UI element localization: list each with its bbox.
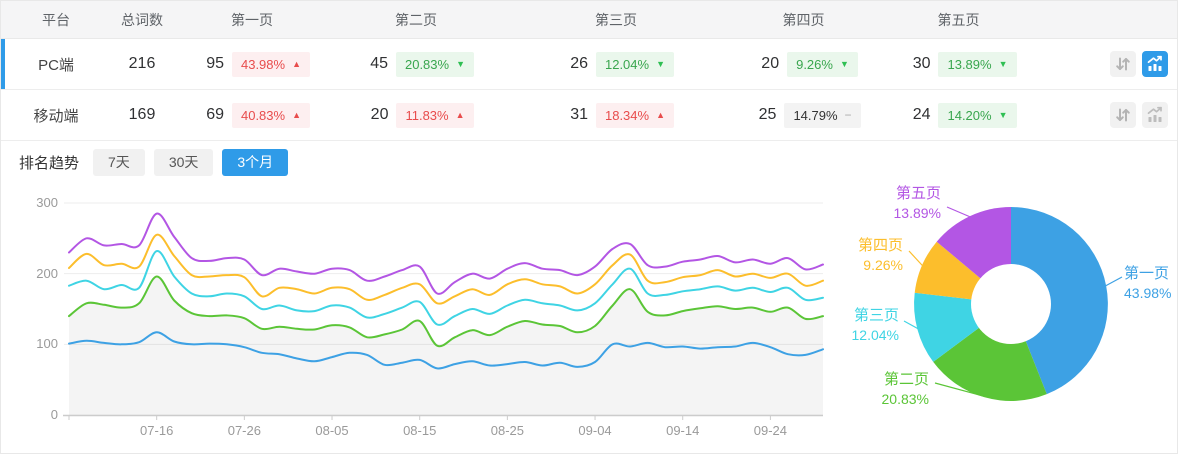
page-5-cell: 24 14.20% ▼ xyxy=(876,102,1041,128)
page-1-cell: 69 40.83% ▲ xyxy=(173,102,331,128)
platform-label: 移动端 xyxy=(33,107,79,125)
x-axis-tick: 08-25 xyxy=(490,423,524,438)
sort-updown-icon xyxy=(1116,57,1130,71)
tab-30-days[interactable]: 30天 xyxy=(153,148,214,176)
page-2-cell: 45 20.83% ▼ xyxy=(331,51,501,77)
change-badge: 20.83% ▼ xyxy=(395,51,474,77)
y-axis-tick: 100 xyxy=(36,336,58,352)
trend-up-icon: ▲ xyxy=(292,109,301,120)
page-4-cell: 20 9.26% ▼ xyxy=(731,51,876,77)
change-badge: 14.79% − xyxy=(784,102,861,128)
trend-line-chart: 爱站网 010020030007-1607-2608-0508-1508-250… xyxy=(1,183,841,453)
change-badge: 40.83% ▲ xyxy=(231,102,310,128)
page-5-cell: 30 13.89% ▼ xyxy=(876,51,1041,77)
x-axis-tick: 09-14 xyxy=(666,423,700,438)
page-4-cell: 25 14.79% − xyxy=(731,102,876,128)
change-badge: 12.04% ▼ xyxy=(595,51,674,77)
trend-down-icon: ▼ xyxy=(656,58,665,69)
pie-slice-第一页[interactable] xyxy=(1011,207,1108,395)
trend-chart-button[interactable] xyxy=(1142,51,1168,77)
trend-down-icon: ▼ xyxy=(998,58,1008,69)
header-total-words: 总词数 xyxy=(121,11,163,28)
x-axis-tick: 07-16 xyxy=(140,423,174,438)
header-page-4: 第四页 xyxy=(782,11,825,28)
trend-up-icon: ▲ xyxy=(455,109,465,120)
change-badge: 43.98% ▲ xyxy=(231,51,310,77)
change-badge: 13.89% ▼ xyxy=(938,51,1017,77)
total-words-value: 216 xyxy=(128,55,156,72)
header-platform: 平台 xyxy=(42,11,70,28)
row-actions xyxy=(1041,51,1177,77)
change-badge: 9.26% ▼ xyxy=(787,51,858,77)
pie-chart-canvas xyxy=(903,206,1123,401)
row-actions xyxy=(1041,102,1177,128)
x-axis-tick: 07-26 xyxy=(227,423,261,438)
x-axis-tick: 08-05 xyxy=(315,423,349,438)
page-3-cell: 31 18.34% ▲ xyxy=(501,102,731,128)
change-badge: 18.34% ▲ xyxy=(595,102,674,128)
sort-updown-icon xyxy=(1116,108,1130,122)
tab-3-months[interactable]: 3个月 xyxy=(222,148,289,176)
pie-label-第四页: 第四页 9.26% xyxy=(857,237,903,273)
table-row[interactable]: 移动端 169 69 40.83% ▲ 20 11.83% ▲ 31 18.34% ▲ 25 14.79… xyxy=(1,90,1177,141)
trend-title: 排名趋势 xyxy=(19,154,80,172)
change-badge: 11.83% ▲ xyxy=(396,102,474,128)
trend-down-icon: ▼ xyxy=(998,109,1008,120)
trend-down-icon: ▼ xyxy=(456,58,465,69)
header-page-5: 第五页 xyxy=(937,11,980,28)
total-words-value: 169 xyxy=(128,106,156,123)
header-page-3: 第三页 xyxy=(595,11,637,28)
active-row-indicator xyxy=(1,39,5,89)
platform-label: PC端 xyxy=(38,56,74,74)
trend-flat-icon: − xyxy=(844,108,852,122)
page-count: 95 xyxy=(206,55,224,72)
header-page-1: 第一页 xyxy=(231,11,273,28)
page-count: 24 xyxy=(912,106,931,123)
trend-down-icon: ▼ xyxy=(839,58,849,69)
page-2-cell: 20 11.83% ▲ xyxy=(331,102,501,128)
tab-7-days[interactable]: 7天 xyxy=(93,148,145,176)
trend-up-icon: ▲ xyxy=(656,109,665,120)
page-3-cell: 26 12.04% ▼ xyxy=(501,51,731,77)
page-count: 25 xyxy=(758,106,777,123)
sort-updown-button[interactable] xyxy=(1110,51,1136,77)
trend-chart-icon xyxy=(1147,55,1162,71)
pie-label-第三页: 第三页 12.04% xyxy=(851,307,899,343)
page-count: 20 xyxy=(370,106,389,123)
trend-series-第一至三页 xyxy=(68,250,824,326)
trend-chart-icon xyxy=(1147,106,1162,122)
trend-series-第一至二页 xyxy=(68,275,824,348)
page-count: 30 xyxy=(912,55,931,72)
page-count: 45 xyxy=(370,55,388,72)
page-distribution-pie: 第一页 43.98% 第二页 20.83% 第三页 12.04% 第四页 9.26% 第五页 13… xyxy=(841,171,1177,451)
trend-up-icon: ▲ xyxy=(292,58,301,69)
rank-table-header: 平台 总词数 第一页 第二页 第三页 第四页 第五页 xyxy=(1,1,1177,39)
page-count: 20 xyxy=(761,55,780,72)
pie-label-第一页: 第一页 43.98% xyxy=(1124,265,1172,301)
page-count: 26 xyxy=(570,55,588,72)
trend-toolbar: 排名趋势 7天 30天 3个月 xyxy=(1,141,1177,183)
header-page-2: 第二页 xyxy=(395,11,437,28)
pie-label-第二页: 第二页 20.83% xyxy=(881,371,929,407)
page-1-cell: 95 43.98% ▲ xyxy=(173,51,331,77)
sort-updown-button[interactable] xyxy=(1110,102,1136,128)
pie-label-第五页: 第五页 13.89% xyxy=(893,185,941,221)
y-axis-tick: 300 xyxy=(36,195,58,210)
change-badge: 14.20% ▼ xyxy=(938,102,1017,128)
trend-series-第一页 xyxy=(68,331,824,370)
trend-series-第一至四页 xyxy=(68,233,824,305)
page-count: 31 xyxy=(570,106,588,123)
y-axis-tick: 200 xyxy=(36,265,58,281)
x-axis-tick: 09-24 xyxy=(753,423,788,438)
trend-chart-button[interactable] xyxy=(1142,102,1168,128)
page-count: 69 xyxy=(206,106,224,123)
trend-series-总词数 xyxy=(68,212,824,295)
rank-table-body: PC端 216 95 43.98% ▲ 45 20.83% ▼ 26 12.04% ▼ 20 9.26%… xyxy=(1,39,1177,141)
x-axis-tick: 09-04 xyxy=(578,423,612,438)
x-axis-tick: 08-15 xyxy=(403,423,437,438)
line-chart-canvas xyxy=(63,202,824,420)
table-row[interactable]: PC端 216 95 43.98% ▲ 45 20.83% ▼ 26 12.04% ▼ 20 9.26%… xyxy=(1,39,1177,90)
y-axis-tick: 0 xyxy=(50,407,58,422)
